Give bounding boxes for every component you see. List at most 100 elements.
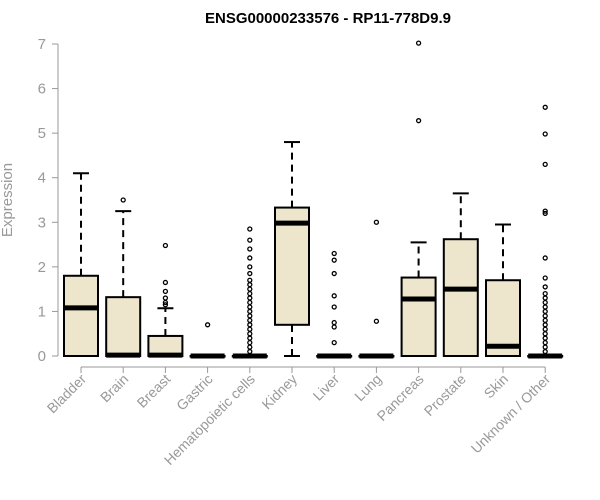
outlier-point: [542, 255, 548, 261]
outlier-point: [542, 339, 548, 346]
outlier-point: [247, 290, 253, 297]
outlier-point: [162, 302, 169, 308]
outlier-point: [162, 242, 169, 249]
outlier-point: [542, 304, 548, 310]
outlier-point: [247, 331, 253, 337]
outlier-point: [542, 299, 548, 306]
outlier-point: [247, 313, 253, 319]
outlier-point: [542, 290, 548, 297]
outlier-point: [373, 219, 380, 225]
outlier-point: [247, 286, 253, 292]
outlier-point: [542, 295, 548, 301]
outlier-point: [542, 104, 548, 110]
box-body: [105, 296, 142, 357]
y-tick-label: 2: [38, 259, 46, 276]
outlier-point: [542, 322, 548, 328]
outlier-point: [542, 313, 548, 319]
outlier-point: [331, 319, 337, 326]
box-body: [400, 276, 437, 358]
outlier-point: [542, 335, 548, 341]
x-tick-label: Lung: [351, 371, 384, 404]
y-axis: 0 1 2 3 4 5 6 7: [38, 36, 59, 365]
outlier-point: [247, 317, 253, 323]
outlier-point: [542, 331, 548, 337]
outlier-point: [247, 282, 253, 288]
outlier-point: [247, 335, 253, 341]
outlier-point: [331, 304, 337, 310]
outlier-point: [247, 348, 253, 355]
x-tick-label: Prostate: [421, 371, 469, 419]
outlier-point: [162, 288, 169, 295]
y-tick-label: 4: [38, 170, 46, 187]
outlier-point: [415, 40, 422, 46]
outlier-point: [542, 317, 548, 323]
outlier-point: [247, 264, 253, 270]
x-tick-label: Liver: [310, 371, 343, 404]
outlier-point: [542, 326, 548, 332]
x-tick-label: Breast: [134, 371, 174, 411]
outlier-point: [331, 339, 337, 346]
outlier-point: [162, 295, 169, 301]
outlier-point: [120, 197, 126, 203]
outlier-point: [247, 344, 253, 350]
box-breast: [147, 242, 184, 358]
outlier-point: [542, 284, 548, 290]
box-hematopoietic-cells: [231, 226, 268, 359]
outlier-point: [247, 299, 253, 306]
outlier-point: [331, 324, 337, 330]
outlier-point: [542, 210, 548, 217]
outlier-point: [542, 161, 548, 167]
outlier-point: [247, 270, 253, 277]
x-tick-label: Skin: [481, 371, 512, 402]
box-body: [442, 238, 479, 357]
outlier-point: [542, 131, 548, 137]
x-tick-label: Pancreas: [374, 371, 427, 424]
x-tick-label: Unknown / Other: [468, 371, 554, 457]
outlier-point: [247, 322, 253, 328]
outlier-point: [542, 208, 548, 214]
box-bladder: [63, 172, 99, 357]
outlier-point: [247, 237, 253, 243]
box-liver: [316, 250, 353, 359]
y-tick-label: 6: [38, 81, 46, 98]
box-body: [485, 279, 521, 358]
y-tick-label: 5: [38, 125, 46, 142]
outlier-point: [247, 339, 253, 346]
y-axis-label: Expression: [0, 163, 16, 237]
outlier-point: [247, 277, 253, 283]
box-gastric: [189, 322, 226, 359]
box-unknown-other: [527, 104, 564, 359]
box-brain: [105, 197, 142, 358]
outlier-point: [247, 226, 253, 232]
box-skin: [485, 223, 521, 358]
box-lung: [358, 219, 395, 359]
outlier-point: [542, 348, 548, 355]
outlier-point: [247, 326, 253, 332]
outlier-point: [331, 270, 337, 277]
outlier-point: [542, 344, 548, 350]
box-pancreas: [400, 40, 437, 358]
x-tick-label: Kidney: [259, 371, 301, 413]
outlier-point: [204, 322, 211, 328]
box-body: [274, 206, 310, 326]
y-tick-label: 1: [38, 303, 46, 320]
y-tick-label: 3: [38, 214, 46, 231]
outlier-point: [247, 246, 253, 252]
box-body: [63, 274, 99, 357]
x-tick-label: Bladder: [44, 371, 90, 417]
outlier-point: [247, 295, 253, 301]
outlier-point: [247, 255, 253, 261]
outlier-point: [331, 250, 337, 257]
outlier-point: [331, 293, 337, 299]
y-tick-label: 7: [38, 36, 46, 53]
outlier-point: [542, 275, 548, 281]
outlier-point: [373, 318, 380, 324]
box-kidney: [274, 141, 310, 357]
box-prostate: [442, 192, 479, 357]
outlier-point: [415, 118, 422, 124]
chart-title: ENSG00000233576 - RP11-778D9.9: [205, 10, 451, 27]
outlier-point: [162, 279, 169, 286]
outlier-point: [247, 308, 253, 315]
